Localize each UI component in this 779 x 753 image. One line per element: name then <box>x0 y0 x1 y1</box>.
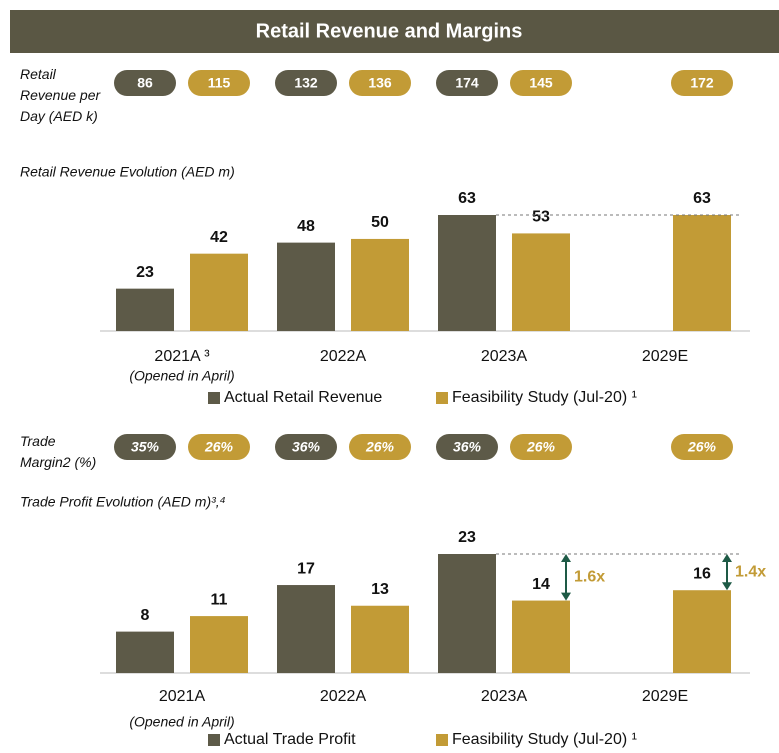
pill <box>349 434 411 460</box>
category-note: (Opened in April) <box>129 368 234 384</box>
legend-label: Feasibility Study (Jul-20) ¹ <box>452 731 637 748</box>
bar <box>277 585 335 673</box>
legend-label: Actual Retail Revenue <box>224 389 382 406</box>
category-note: (Opened in April) <box>129 714 234 730</box>
pill-label: 136 <box>368 75 392 91</box>
data-label: 48 <box>297 218 315 235</box>
bar <box>438 554 496 673</box>
chart-title: Retail Revenue Evolution (AED m) <box>20 164 235 180</box>
data-label: 23 <box>136 264 154 281</box>
data-label: 50 <box>371 214 389 231</box>
x-tick-label: 2021A <box>159 688 206 705</box>
bar <box>277 242 335 331</box>
data-label: 17 <box>297 560 315 577</box>
pill-label: 132 <box>294 75 318 91</box>
pill <box>436 70 498 96</box>
bar <box>512 233 570 331</box>
bar <box>673 590 731 673</box>
x-tick-label: 2023A <box>481 348 528 365</box>
legend-swatch <box>436 392 448 404</box>
pill <box>510 70 572 96</box>
data-label: 42 <box>210 229 228 246</box>
data-label: 63 <box>693 190 711 207</box>
data-label: 53 <box>532 209 550 226</box>
data-label: 63 <box>458 190 476 207</box>
row-label: Trade Margin2 (%) <box>20 433 97 470</box>
data-label: 13 <box>371 581 389 598</box>
bar <box>190 616 248 673</box>
row-label: Retail Revenue per Day (AED k) <box>20 66 101 124</box>
data-label: 11 <box>211 591 228 608</box>
pill-label: 36% <box>453 439 482 455</box>
arrow-head <box>561 554 571 562</box>
x-tick-label: 2021A ³ <box>154 348 210 365</box>
bar <box>190 253 248 331</box>
data-label: 23 <box>458 529 476 546</box>
bar <box>116 288 174 331</box>
bar <box>438 215 496 331</box>
arrow-head <box>722 554 732 562</box>
x-tick-label: 2023A <box>481 688 528 705</box>
header-title: Retail Revenue and Margins <box>256 20 523 42</box>
x-tick-label: 2029E <box>642 688 688 705</box>
pill <box>275 434 337 460</box>
pill-label: 145 <box>529 75 553 91</box>
arrow-head <box>561 592 571 601</box>
pill <box>114 70 176 96</box>
arrow-head <box>722 582 732 591</box>
pill <box>671 70 733 96</box>
pill <box>114 434 176 460</box>
data-label: 16 <box>693 565 711 582</box>
header-bar <box>10 10 779 53</box>
pill-label: 26% <box>365 439 395 455</box>
x-tick-label: 2022A <box>320 348 367 365</box>
pill-label: 35% <box>131 439 160 455</box>
pill-label: 172 <box>690 75 714 91</box>
data-label: 14 <box>532 576 550 593</box>
pill <box>671 434 733 460</box>
pill-label: 26% <box>687 439 717 455</box>
pill-label: 26% <box>526 439 556 455</box>
bar <box>673 215 731 331</box>
data-label: 8 <box>141 607 150 624</box>
annotation: 1.4x <box>735 563 766 580</box>
pill-label: 174 <box>455 75 479 91</box>
pill-label: 36% <box>292 439 321 455</box>
legend-label: Actual Trade Profit <box>224 731 356 748</box>
pill <box>188 434 250 460</box>
pill-label: 26% <box>204 439 234 455</box>
pill <box>275 70 337 96</box>
legend-swatch <box>208 392 220 404</box>
legend-label: Feasibility Study (Jul-20) ¹ <box>452 389 637 406</box>
bar <box>116 631 174 673</box>
pill-label: 115 <box>208 75 231 91</box>
chart-title: Trade Profit Evolution (AED m)³,⁴ <box>20 494 226 510</box>
bar <box>351 238 409 331</box>
pill <box>510 434 572 460</box>
pill <box>436 434 498 460</box>
legend-swatch <box>436 734 448 746</box>
legend-swatch <box>208 734 220 746</box>
x-tick-label: 2022A <box>320 688 367 705</box>
pill <box>188 70 250 96</box>
pill <box>349 70 411 96</box>
annotation: 1.6x <box>574 569 605 586</box>
x-tick-label: 2029E <box>642 348 688 365</box>
bar <box>512 600 570 673</box>
bar <box>351 605 409 673</box>
pill-label: 86 <box>137 75 153 91</box>
